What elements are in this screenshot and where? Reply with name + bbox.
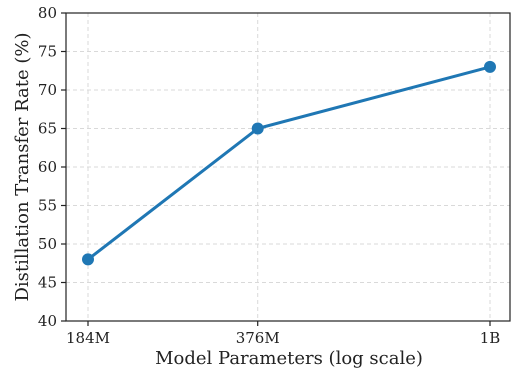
grid-lines <box>66 12 510 322</box>
y-tick-label: 40 <box>38 312 57 330</box>
y-tick-label: 45 <box>38 274 57 292</box>
x-tick-label: 1B <box>480 329 501 347</box>
y-tick-label: 60 <box>38 158 57 176</box>
series-line <box>87 65 491 261</box>
y-axis-ticks: 40 45 50 55 60 65 70 75 80 <box>38 4 66 330</box>
y-tick-label: 75 <box>38 43 57 61</box>
x-tick-label: 376M <box>236 329 280 347</box>
plot-frame <box>65 12 511 322</box>
y-tick-label: 55 <box>38 197 57 215</box>
y-tick-label: 80 <box>38 4 57 22</box>
x-axis-ticks: 184M 376M 1B <box>66 321 500 347</box>
data-point <box>484 60 496 73</box>
y-tick-label: 70 <box>38 81 57 99</box>
y-tick-label: 50 <box>38 235 57 253</box>
data-points <box>82 60 496 266</box>
x-axis-label: Model Parameters (log scale) <box>155 348 423 369</box>
x-tick-label: 184M <box>66 329 110 347</box>
y-tick-label: 65 <box>38 120 57 138</box>
data-point <box>82 253 94 266</box>
data-point <box>251 122 264 135</box>
y-axis-label: Distillation Transfer Rate (%) <box>12 32 33 301</box>
